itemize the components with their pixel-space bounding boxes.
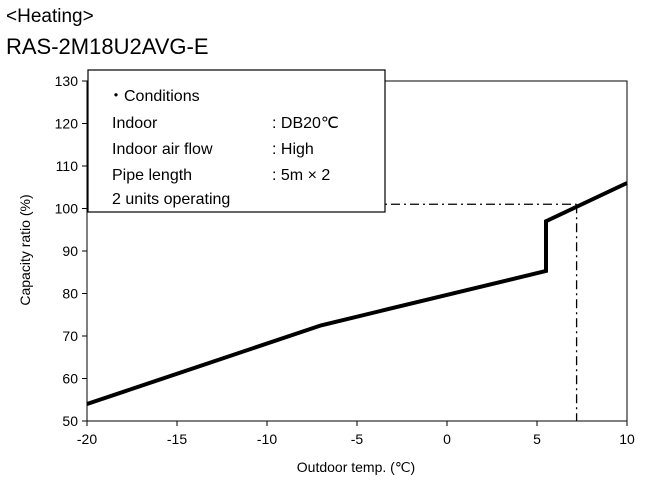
conditions-title: ・Conditions <box>108 88 200 105</box>
y-tick-label: 120 <box>55 116 79 132</box>
conditions-box-frame <box>87 69 386 213</box>
y-tick-label: 90 <box>62 243 78 259</box>
y-tick-label: 60 <box>62 371 78 387</box>
conditions-box: ・Conditions Indoor : DB20℃ Indoor air fl… <box>87 69 386 213</box>
condition-label-pipe: Pipe length <box>112 167 192 184</box>
y-tick-label: 110 <box>56 158 79 174</box>
model-name: RAS-2M18U2AVG-E <box>6 34 209 59</box>
condition-value-indoor: : DB20℃ <box>272 115 339 132</box>
condition-value-pipe: : 5m × 2 <box>272 167 330 184</box>
condition-value-airflow: : High <box>272 141 314 158</box>
x-tick-label: 10 <box>619 431 635 447</box>
condition-label-indoor: Indoor <box>112 115 158 132</box>
x-axis-label: Outdoor temp. (℃) <box>297 459 415 475</box>
condition-units-operating: 2 units operating <box>112 191 230 208</box>
reference-lines <box>87 203 578 421</box>
y-tick-label: 100 <box>55 201 79 217</box>
series-layer <box>86 181 628 406</box>
condition-label-airflow: Indoor air flow <box>112 141 213 158</box>
x-tick-label: -10 <box>257 431 277 447</box>
x-tick-label: -20 <box>77 431 97 447</box>
x-tick-label: -15 <box>167 431 187 447</box>
y-tick-label: 80 <box>62 286 78 302</box>
x-tick-label: -5 <box>351 431 364 447</box>
chart-heading: <Heating> <box>6 6 94 27</box>
x-tick-label: 0 <box>443 431 451 447</box>
y-tick-label: 130 <box>55 73 79 89</box>
ticks-layer: 50 60 70 80 90 100 110 120 130 -20 -15 -10 -5 0 5 10 <box>55 73 635 447</box>
y-tick-label: 70 <box>62 328 78 344</box>
y-axis-label: Capacity ratio (%) <box>17 194 33 305</box>
x-tick-label: 5 <box>533 431 541 447</box>
capacity-series-line <box>86 181 628 406</box>
y-tick-label: 50 <box>62 413 78 429</box>
